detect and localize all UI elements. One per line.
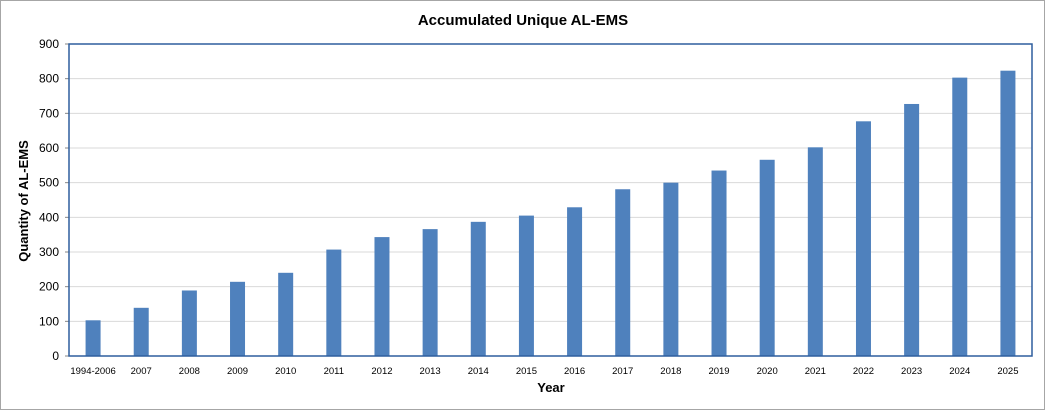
bar [518, 215, 534, 356]
y-axis-ticks: 0 100 200 300 400 500 600 700 800 900 [39, 37, 69, 363]
x-tick-label: 2011 [324, 366, 344, 377]
x-tick-label: 2021 [805, 366, 826, 377]
bar [904, 103, 920, 357]
x-tick-label: 2022 [853, 366, 874, 377]
y-tick-label: 800 [39, 72, 59, 86]
bar [1000, 70, 1016, 357]
y-tick-label: 500 [39, 176, 59, 190]
bar [952, 77, 968, 357]
bar [855, 121, 871, 356]
bar [181, 290, 197, 356]
bars [85, 70, 1016, 357]
bar [374, 237, 390, 356]
bar [326, 249, 342, 356]
gridlines [69, 43, 1032, 322]
x-tick-label: 2020 [757, 366, 778, 377]
x-tick-label: 2013 [420, 366, 441, 377]
y-axis-label: Quantity of AL-EMS [16, 140, 31, 262]
x-tick-label: 2016 [564, 366, 585, 377]
y-tick-label: 600 [39, 141, 59, 155]
y-tick-label: 200 [39, 280, 59, 294]
x-tick-label: 2009 [227, 366, 248, 377]
x-tick-label: 2019 [708, 366, 729, 377]
x-tick-label: 2018 [660, 366, 681, 377]
x-tick-label: 1994-2006 [70, 366, 115, 377]
x-tick-label: 2017 [612, 366, 633, 377]
bar [85, 320, 101, 356]
x-tick-label: 2015 [516, 366, 537, 377]
bar [470, 221, 486, 356]
bar [422, 229, 438, 356]
plot-area-border [68, 43, 1033, 357]
y-tick-label: 400 [39, 210, 59, 224]
y-tick-label: 700 [39, 106, 59, 120]
x-axis-ticks: 1994-2006 2007 2008 2009 2010 2011 2012 2013 201… [69, 355, 1032, 377]
x-axis-label: Year [537, 380, 564, 395]
bar [807, 147, 823, 356]
x-tick-label: 2008 [179, 366, 200, 377]
x-tick-label: 2010 [275, 366, 296, 377]
bar [567, 207, 583, 356]
x-tick-label: 2007 [131, 366, 152, 377]
chart-title: Accumulated Unique AL-EMS [418, 12, 628, 29]
y-tick-label: 900 [39, 37, 59, 51]
x-tick-label: 2023 [901, 366, 922, 377]
bar [133, 307, 149, 356]
bar [230, 281, 246, 356]
bar [759, 159, 775, 356]
bar [711, 170, 727, 356]
x-tick-label: 2014 [468, 366, 489, 377]
y-tick-label: 0 [52, 349, 59, 363]
x-tick-label: 2024 [949, 366, 970, 377]
x-tick-label: 2025 [997, 366, 1018, 377]
y-tick-label: 100 [39, 314, 59, 328]
y-tick-label: 300 [39, 245, 59, 259]
bar [615, 189, 631, 356]
bar [663, 182, 679, 356]
x-tick-label: 2012 [371, 366, 392, 377]
bar [278, 272, 294, 356]
